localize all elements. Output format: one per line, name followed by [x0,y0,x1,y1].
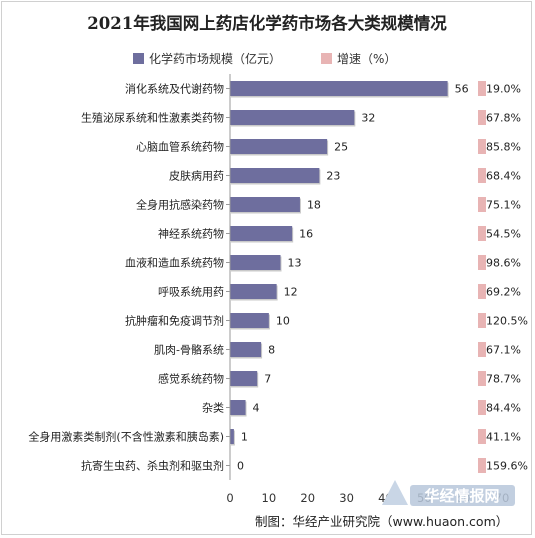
legend: 化学药市场规模（亿元） 增速（%） [133,51,396,66]
bar-market-size [230,110,355,125]
bar-value-label: 56 [455,83,469,96]
category-label: 皮肤病用药 [169,169,224,183]
growth-marker [478,458,486,473]
growth-marker [478,313,486,328]
bar-market-size [230,284,277,299]
growth-marker [478,400,486,415]
growth-value-label: 69.2% [486,286,521,299]
bar-value-label: 8 [268,344,275,357]
watermark-brand: 华经情报网 [424,487,499,505]
bar-value-label: 0 [237,460,244,473]
bar-market-size [230,371,258,386]
category-label: 呼吸系统用药 [158,286,224,299]
watermark-logo-icon [382,480,408,505]
growth-value-label: 98.6% [486,257,521,270]
growth-value-label: 120.5% [486,315,528,328]
category-label: 心脑血管系统药物 [136,140,224,154]
growth-value-label: 19.0% [486,83,521,96]
plot-area: 消化系统及代谢药物 56 19.0% 生殖泌尿系统和性激素类药物 32 67.8% 心脑血管… [28,81,528,473]
x-tick-label: 0 [226,491,233,505]
growth-value-label: 84.4% [486,402,521,415]
category-label: 生殖泌尿系统和性激素类药物 [81,111,224,125]
growth-value-label: 41.1% [486,431,521,444]
bar-market-size [230,255,281,270]
category-label: 血液和造血系统药物 [125,256,224,270]
bar-value-label: 32 [361,112,375,125]
category-label: 抗寄生虫药、杀虫剂和驱虫剂 [81,459,224,473]
chart-title: 2021年我国网上药店化学药市场各大类规模情况 [87,13,447,33]
growth-marker [478,110,486,125]
growth-marker [478,81,486,96]
legend-label-growth: 增速（%） [337,52,396,66]
bar-value-label: 13 [288,257,302,270]
growth-value-label: 85.8% [486,141,521,154]
bar-value-label: 25 [334,141,348,154]
growth-marker [478,226,486,241]
x-tick-label: 10 [262,491,277,505]
legend-swatch-market-size [133,53,144,64]
bar-market-size [230,168,320,183]
growth-value-label: 78.7% [486,373,521,386]
growth-value-label: 159.6% [486,460,528,473]
growth-marker [478,168,486,183]
category-label: 全身用激素类制剂(不含性激素和胰岛素) [28,430,224,444]
watermark: 华经情报网 [382,480,515,506]
bar-market-size [230,342,262,357]
watermark-badge [410,485,515,506]
bar-market-size [230,313,269,328]
bar-market-size [230,81,448,96]
growth-marker [478,342,486,357]
category-label: 消化系统及代谢药物 [125,82,224,96]
x-tick-label: 20 [300,491,315,505]
bar-value-label: 18 [307,199,321,212]
bar-value-label: 16 [299,228,313,241]
legend-swatch-growth [321,53,332,64]
growth-marker [478,429,486,444]
bar-market-size [230,139,328,154]
bar-value-label: 23 [326,170,340,183]
growth-marker [478,371,486,386]
x-tick-label: 30 [339,491,354,505]
category-label: 神经系统药物 [158,227,224,241]
legend-label-market-size: 化学药市场规模（亿元） [149,51,281,66]
growth-value-label: 75.1% [486,199,521,212]
growth-marker [478,255,486,270]
growth-marker [478,139,486,154]
growth-value-label: 68.4% [486,170,521,183]
bar-value-label: 4 [253,402,260,415]
category-label: 感觉系统药物 [158,372,224,386]
bar-market-size [230,226,293,241]
category-label: 肌肉-骨骼系统 [154,343,224,357]
bar-value-label: 10 [276,315,290,328]
bar-value-label: 7 [264,373,271,386]
bar-value-label: 1 [241,431,248,444]
bar-market-size [230,429,234,444]
growth-marker [478,197,486,212]
bar-market-size [230,197,300,212]
growth-value-label: 67.8% [486,112,521,125]
bar-market-size [230,400,246,415]
category-label: 杂类 [202,401,224,415]
growth-marker [478,284,486,299]
source-note: 制图：华经产业研究院（www.huaon.com） [255,514,508,529]
category-label: 抗肿瘤和免疫调节剂 [125,314,224,328]
growth-value-label: 67.1% [486,344,521,357]
growth-value-label: 54.5% [486,228,521,241]
bar-value-label: 12 [284,286,298,299]
category-label: 全身用抗感染药物 [136,198,224,212]
